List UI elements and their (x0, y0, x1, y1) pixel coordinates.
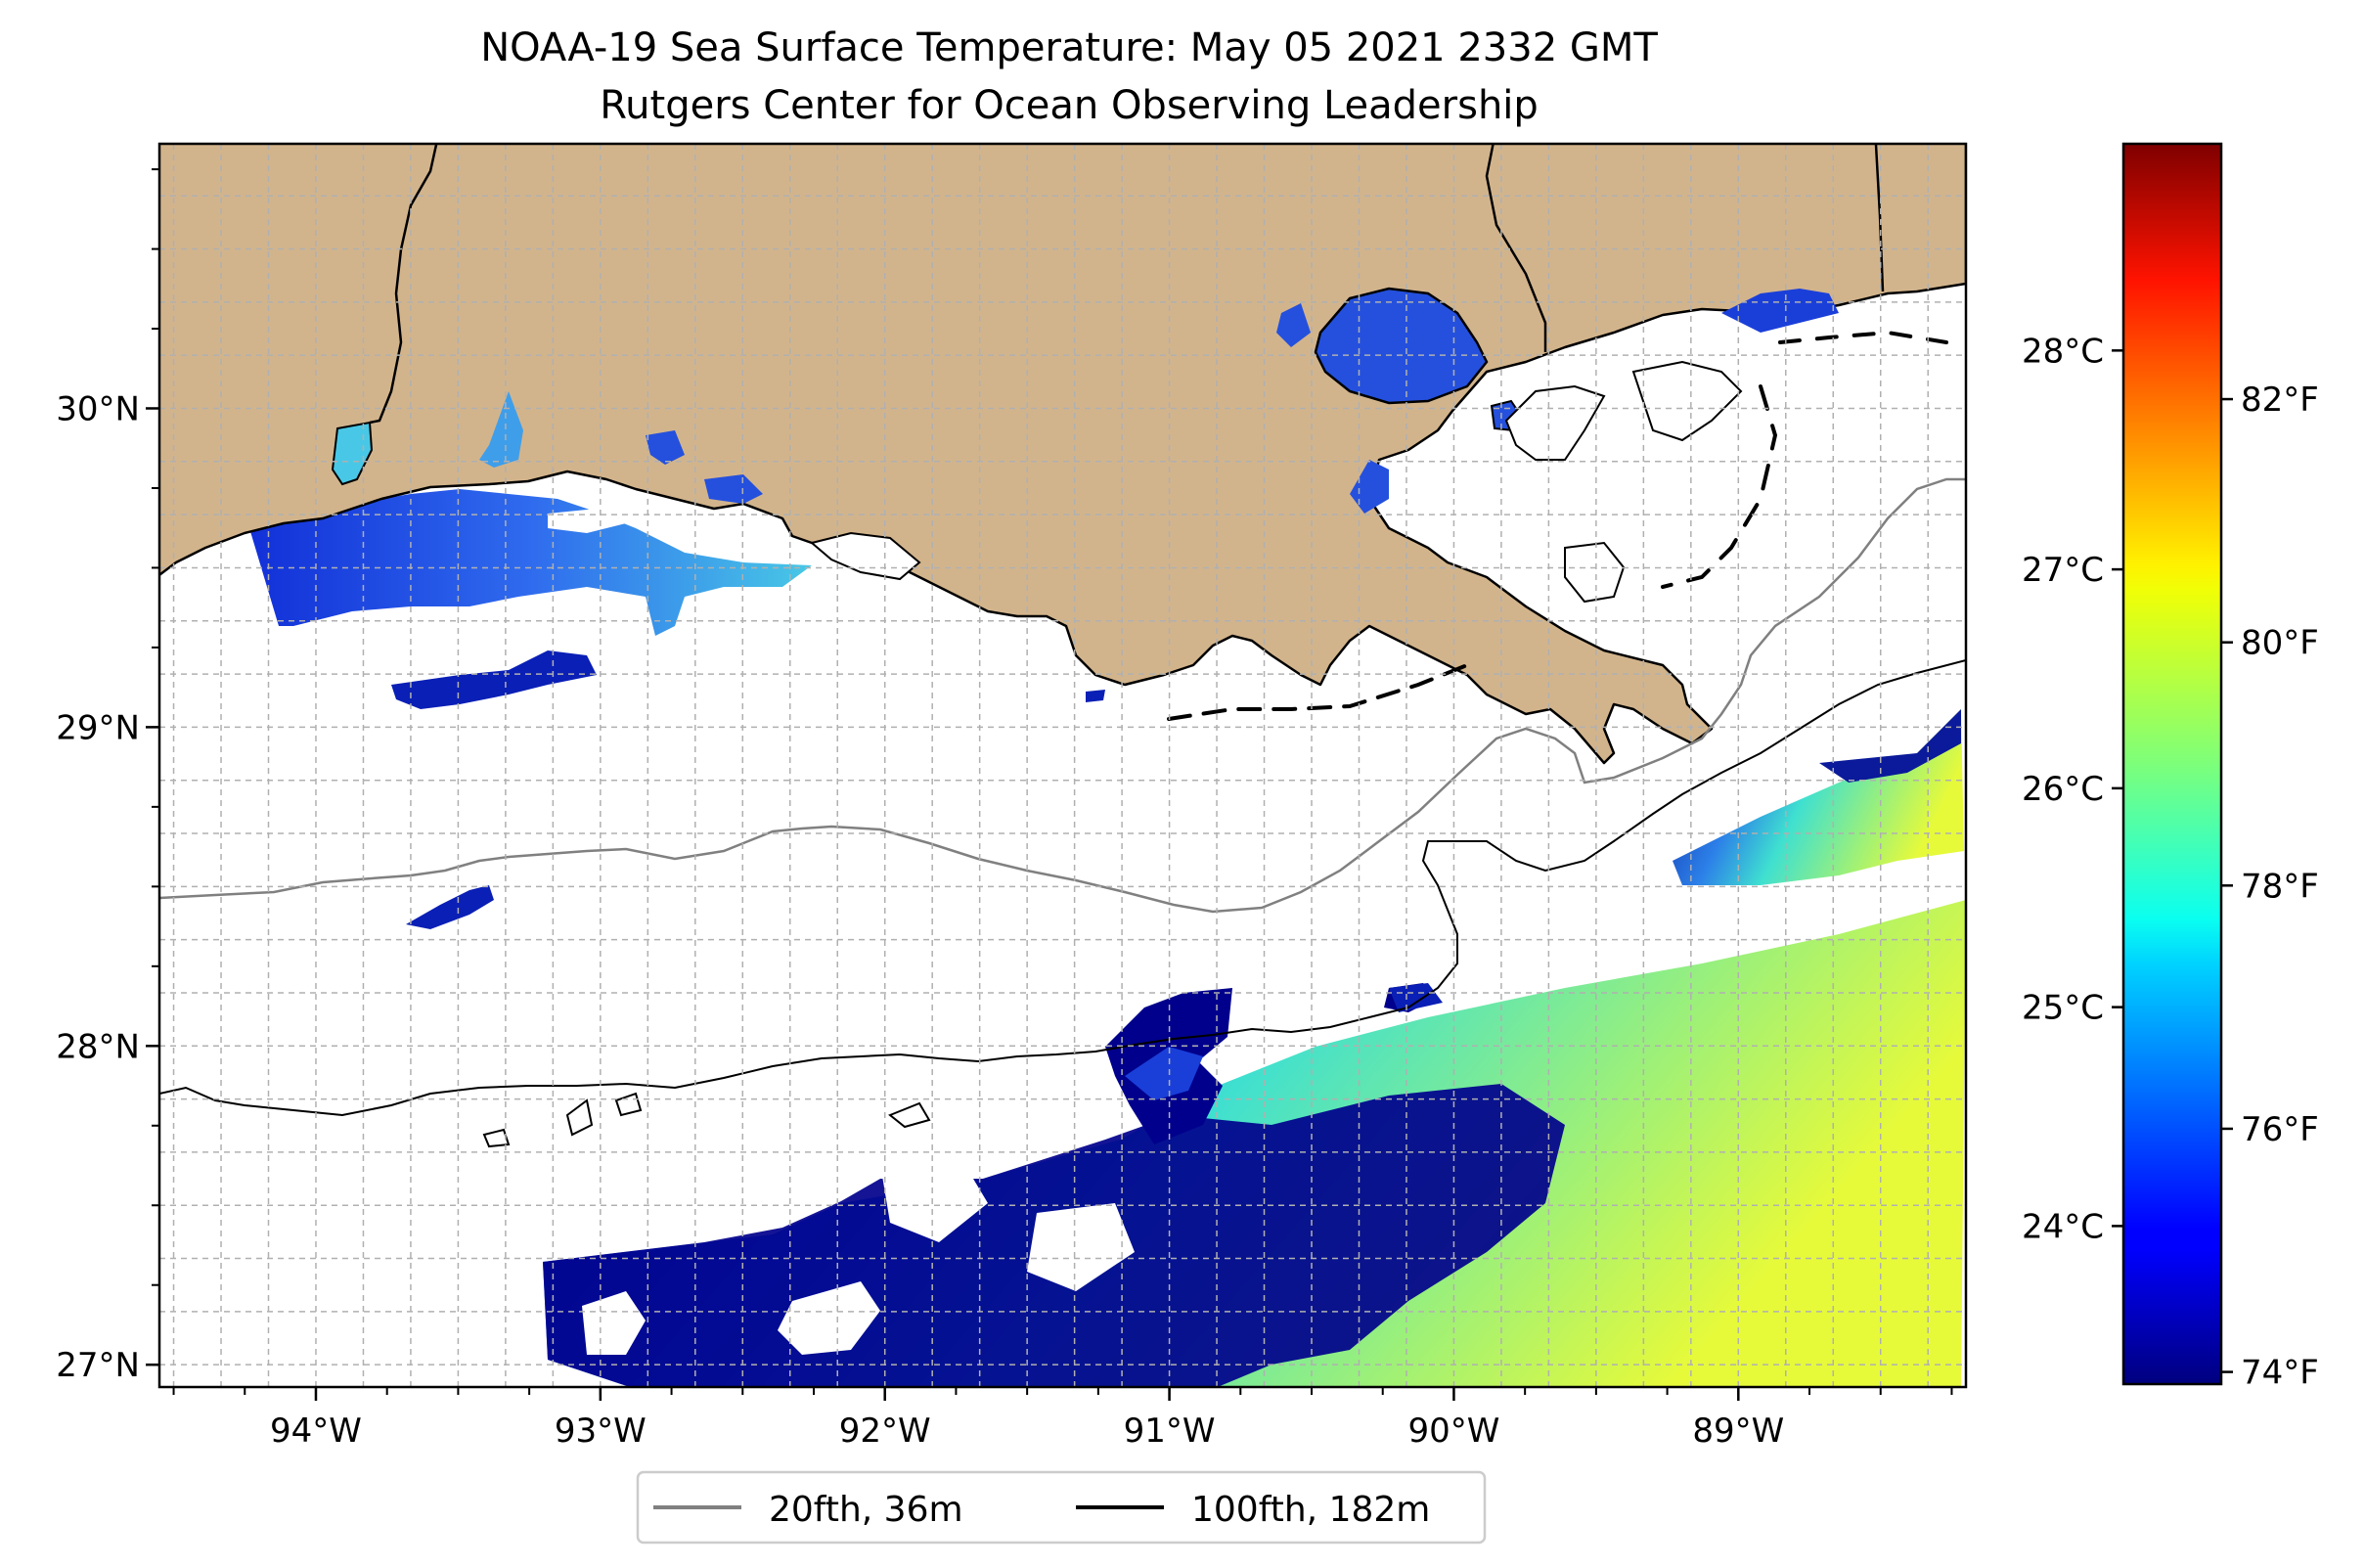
y-tick-label: 30°N (56, 389, 140, 428)
lake-patch (704, 474, 763, 504)
sst-data-patch (1125, 1047, 1203, 1100)
delta-water (1564, 541, 1626, 604)
map-title: NOAA-19 Sea Surface Temperature: May 05 … (480, 25, 1658, 70)
state-boundary (1485, 144, 1547, 352)
y-tick-label: 28°N (56, 1027, 140, 1066)
x-tick-label: 89°W (1692, 1411, 1784, 1451)
isobath-bank (888, 1101, 931, 1129)
map-area (159, 144, 1966, 1387)
isobath-100fth-182m (159, 659, 1966, 1117)
state-boundary (369, 144, 438, 425)
lake-patch (1721, 289, 1839, 333)
isobath-bank (565, 1098, 594, 1137)
colorbar-c-label: 25°C (2022, 989, 2104, 1028)
legend-box (636, 1470, 1487, 1545)
sst-data-east-strip-edge (1819, 709, 1961, 783)
colorbar-f-label: 78°F (2241, 867, 2319, 906)
isobath-bank (482, 1128, 511, 1148)
barrier-islands (1778, 330, 1948, 344)
isobath-bank (614, 1092, 643, 1117)
sst-data-patch (406, 885, 494, 929)
x-tick-label: 94°W (270, 1411, 362, 1451)
map-subtitle: Rutgers Center for Ocean Observing Leade… (600, 83, 1539, 128)
cloud-gap (1027, 1203, 1135, 1291)
lake-patch (479, 391, 523, 468)
y-tick-label: 27°N (56, 1346, 140, 1385)
land-mass (159, 144, 1966, 765)
colorbar-c-label: 27°C (2022, 551, 2104, 590)
colorbar-c-label: 28°C (2022, 332, 2104, 371)
legend-label-20fth: 20fth, 36m (769, 1490, 963, 1530)
x-tick-label: 90°W (1407, 1411, 1499, 1451)
colorbar-f-label: 82°F (2241, 381, 2319, 420)
state-boundary (1874, 144, 1885, 292)
sst-data-west-coast (249, 489, 812, 636)
delta-water (1631, 360, 1743, 442)
colorbar-f-label: 80°F (2241, 624, 2319, 663)
y-tick-label: 29°N (56, 708, 140, 747)
colorbar-celsius-ticks: 24°C 25°C 26°C 27°C 28°C (2022, 332, 2123, 1246)
delta-water (1504, 384, 1606, 461)
x-tick-label: 93°W (555, 1411, 647, 1451)
latitude-axis: 27°N 28°N 29°N 30°N (56, 168, 159, 1385)
barrier-islands (1661, 384, 1778, 589)
longitude-axis: 94°W 93°W 92°W 91°W 90°W 89°W (172, 1387, 1953, 1451)
legend-label-100fth: 100fth, 182m (1191, 1490, 1430, 1530)
cloud-gap (778, 1281, 880, 1355)
colorbar-c-label: 26°C (2022, 770, 2104, 809)
isobath-20fth-36m (159, 477, 1966, 914)
cloud-gap (582, 1291, 646, 1355)
x-tick-label: 91°W (1124, 1411, 1216, 1451)
sst-data-patch (1086, 690, 1105, 702)
temperature-colorbar: 74°F 76°F 78°F 80°F 82°F 24°C 25°C 26°C 27°C 28°… (2022, 142, 2319, 1393)
colorbar-f-label: 74°F (2241, 1354, 2319, 1393)
sst-data-east-strip (1673, 709, 1964, 885)
barrier-islands (1167, 663, 1469, 721)
colorbar-fahrenheit-ticks: 74°F 76°F 78°F 80°F 82°F (2221, 381, 2319, 1393)
x-tick-label: 92°W (839, 1411, 931, 1451)
lake-patch (646, 430, 685, 465)
sst-data-patch (391, 650, 597, 709)
colorbar-gradient (2121, 142, 2223, 1386)
sst-data-patch (1389, 983, 1443, 1012)
map-frame (157, 142, 1968, 1389)
lake-patch (1276, 303, 1311, 347)
colorbar-f-label: 76°F (2241, 1110, 2319, 1149)
cloud-gap (880, 1154, 988, 1242)
graticule (159, 144, 1966, 1387)
isobath-legend: 20fth, 36m 100fth, 182m (636, 1470, 1487, 1545)
colorbar-c-label: 24°C (2022, 1207, 2104, 1246)
